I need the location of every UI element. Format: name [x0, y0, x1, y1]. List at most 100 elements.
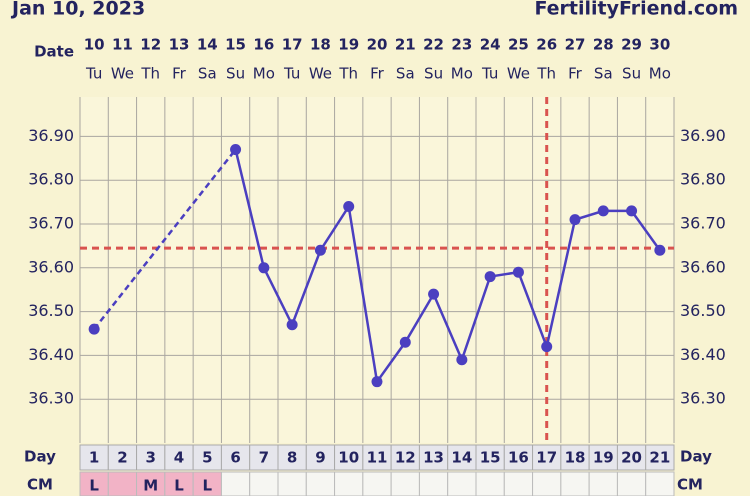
day-number: 15	[480, 449, 501, 467]
cm-value: L	[174, 477, 184, 495]
weekday: Th	[338, 65, 358, 83]
temp-point	[286, 319, 298, 331]
y-tick-label: 36.50	[28, 301, 74, 320]
temp-point	[597, 205, 609, 217]
day-number: 11	[367, 449, 388, 467]
weekday: Mo	[649, 65, 671, 83]
day-cell	[447, 444, 477, 471]
y-tick-label-right: 36.50	[680, 301, 726, 320]
day-cell	[588, 444, 618, 471]
header-site: FertilityFriend.com	[534, 0, 738, 20]
weekday: Su	[226, 65, 245, 83]
cm-cell	[136, 471, 166, 496]
day-cell	[107, 444, 138, 471]
temp-point	[484, 271, 496, 283]
date: 23	[451, 36, 472, 54]
date: 26	[536, 36, 557, 54]
day-number: 5	[202, 449, 212, 467]
date: 11	[112, 36, 133, 54]
cm-cell	[616, 471, 647, 496]
day-number: 17	[536, 449, 557, 467]
day-number: 18	[565, 449, 586, 467]
cm-cell	[334, 471, 364, 496]
day-number: 21	[649, 449, 670, 467]
temp-point	[230, 144, 242, 156]
weekday: Mo	[451, 65, 473, 83]
temp-point	[654, 244, 666, 256]
cm-cell	[503, 471, 534, 496]
day-cell	[79, 444, 109, 471]
date: 27	[565, 36, 586, 54]
day-number: 20	[621, 449, 642, 467]
y-tick-label-right: 36.40	[680, 345, 726, 364]
cm-cell	[362, 471, 392, 496]
date: 12	[140, 36, 161, 54]
day-number: 16	[508, 449, 529, 467]
weekday: Fr	[172, 65, 187, 83]
day-cell	[475, 444, 505, 471]
date-label: Date	[34, 43, 74, 61]
date: 13	[169, 36, 190, 54]
day-label-right: Day	[680, 448, 712, 466]
day-cell	[249, 444, 279, 471]
day-label-left: Day	[24, 448, 56, 466]
cm-cell	[107, 471, 138, 496]
cm-cell	[390, 471, 420, 496]
day-cell	[560, 444, 590, 471]
weekday: Fr	[568, 65, 583, 83]
date: 24	[480, 36, 501, 54]
y-tick-label-right: 36.70	[680, 214, 726, 233]
day-cell	[334, 444, 364, 471]
cm-value: L	[89, 477, 99, 495]
date: 22	[423, 36, 444, 54]
cm-cell	[645, 471, 675, 496]
date: 18	[310, 36, 331, 54]
date: 29	[621, 36, 642, 54]
y-tick-label: 36.70	[28, 214, 74, 233]
day-number: 14	[451, 449, 472, 467]
cm-value: L	[203, 477, 213, 495]
temp-point	[626, 205, 638, 217]
day-number: 10	[338, 449, 359, 467]
day-cell	[503, 444, 534, 471]
cm-cell	[560, 471, 590, 496]
temp-point	[456, 354, 468, 366]
y-tick-label: 36.90	[28, 126, 74, 145]
day-cell	[616, 444, 647, 471]
weekday: Mo	[253, 65, 275, 83]
cm-label-left: CM	[27, 476, 53, 494]
cm-cell	[79, 471, 109, 496]
date: 17	[282, 36, 303, 54]
temp-point	[399, 336, 411, 348]
date: 28	[593, 36, 614, 54]
weekday: Sa	[594, 65, 613, 83]
day-cell	[418, 444, 449, 471]
weekday: We	[507, 65, 530, 83]
date: 30	[649, 36, 670, 54]
date: 19	[338, 36, 359, 54]
y-tick-label: 36.40	[28, 345, 74, 364]
y-tick-label: 36.80	[28, 170, 74, 189]
y-tick-label-right: 36.60	[680, 257, 726, 276]
cm-cell	[220, 471, 251, 496]
weekday: Th	[140, 65, 160, 83]
day-number: 8	[287, 449, 297, 467]
date: 15	[225, 36, 246, 54]
day-cell	[192, 444, 222, 471]
date: 14	[197, 36, 218, 54]
temp-point	[258, 262, 270, 274]
y-tick-label: 36.60	[28, 257, 74, 276]
day-cell	[645, 444, 675, 471]
cm-cell	[305, 471, 336, 496]
day-cell	[305, 444, 336, 471]
y-tick-label: 36.30	[28, 389, 74, 408]
weekday: Sa	[396, 65, 415, 83]
weekday: Sa	[198, 65, 217, 83]
cm-cell	[475, 471, 505, 496]
y-tick-label-right: 36.90	[680, 126, 726, 145]
day-cell	[277, 444, 307, 471]
cm-cell	[418, 471, 449, 496]
weekday: We	[111, 65, 134, 83]
temp-point	[428, 288, 440, 300]
cm-value: M	[143, 477, 158, 495]
